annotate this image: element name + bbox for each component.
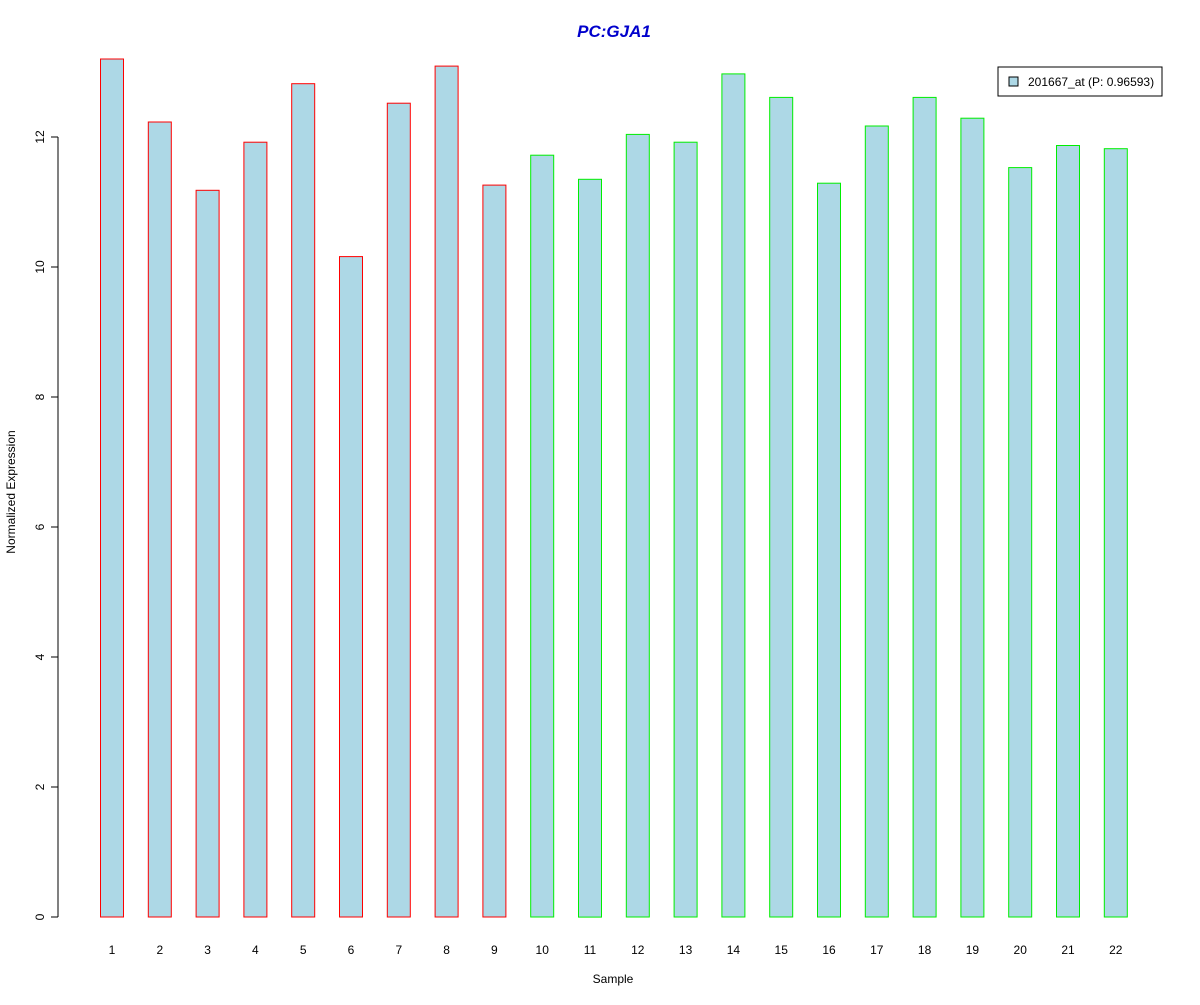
bar-sample-5 [291, 83, 316, 918]
bar-sample-2 [147, 121, 172, 918]
bar-sample-4 [243, 141, 268, 918]
x-axis-tick-labels: 1 2 3 4 5 6 7 8 9 10 11 12 13 14 15 16 17 18 19 20 21 22 [109, 943, 1123, 957]
legend-box [997, 66, 1163, 97]
bar-sample-22 [1103, 148, 1128, 918]
y-axis-label: Normalized Expression [4, 430, 18, 553]
x-axis-tick-label: 14 [727, 943, 741, 957]
bar-sample-7 [386, 102, 411, 918]
bar-sample-17 [864, 125, 889, 918]
legend-swatch [1008, 76, 1019, 87]
bar-sample-21 [1056, 145, 1080, 918]
x-axis-tick-label: 10 [536, 943, 550, 957]
x-axis-label: Sample [593, 972, 634, 986]
legend: 201667_at (P: 0.96593) [997, 66, 1163, 97]
x-axis-tick-label: 5 [300, 943, 307, 957]
legend-label: 201667_at (P: 0.96593) [1028, 75, 1154, 89]
bars [100, 58, 1128, 918]
x-axis-tick-label: 13 [679, 943, 693, 957]
x-axis-tick-label: 21 [1061, 943, 1075, 957]
x-axis-tick-label: 18 [918, 943, 932, 957]
x-axis-tick-label: 3 [204, 943, 211, 957]
x-axis-tick-label: 22 [1109, 943, 1123, 957]
bar-sample-15 [769, 96, 794, 918]
bar-sample-20 [1008, 167, 1033, 918]
y-axis-tick-label: 6 [33, 523, 47, 530]
x-axis-tick-label: 16 [822, 943, 836, 957]
y-axis-tick-label: 8 [33, 393, 47, 400]
x-axis-tick-label: 2 [156, 943, 163, 957]
bar-sample-11 [578, 178, 602, 918]
x-axis-tick-label: 9 [491, 943, 498, 957]
x-axis-tick-label: 17 [870, 943, 884, 957]
bar-sample-14 [721, 73, 746, 918]
x-axis-tick-label: 4 [252, 943, 259, 957]
y-axis-tick-label: 4 [33, 653, 47, 660]
bar-sample-12 [625, 133, 650, 918]
x-axis-tick-label: 15 [775, 943, 789, 957]
y-axis: 0 2 4 6 8 10 12 [33, 130, 59, 920]
x-axis-tick-label: 20 [1014, 943, 1028, 957]
x-axis-tick-label: 1 [109, 943, 116, 957]
bar-sample-19 [960, 117, 985, 918]
y-axis-tick-label: 12 [33, 130, 47, 144]
y-axis-tick-label: 0 [33, 913, 47, 920]
bar-sample-9 [482, 184, 507, 918]
bar-sample-13 [673, 141, 698, 918]
x-axis-tick-label: 7 [395, 943, 402, 957]
x-axis-tick-label: 19 [966, 943, 980, 957]
x-axis-tick-label: 8 [443, 943, 450, 957]
x-axis-tick-label: 6 [348, 943, 355, 957]
x-axis-tick-label: 12 [631, 943, 645, 957]
bar-sample-6 [339, 256, 363, 918]
y-axis-tick-label: 2 [33, 783, 47, 790]
bar-sample-1 [100, 58, 124, 918]
bar-sample-10 [530, 154, 555, 918]
chart-title: PC:GJA1 [577, 22, 651, 41]
bar-sample-18 [912, 96, 937, 918]
y-axis-tick-label: 10 [33, 260, 47, 274]
x-axis-tick-label: 11 [584, 943, 597, 957]
bar-sample-16 [817, 182, 841, 918]
bar-sample-8 [434, 65, 459, 918]
bar-sample-3 [195, 189, 220, 918]
